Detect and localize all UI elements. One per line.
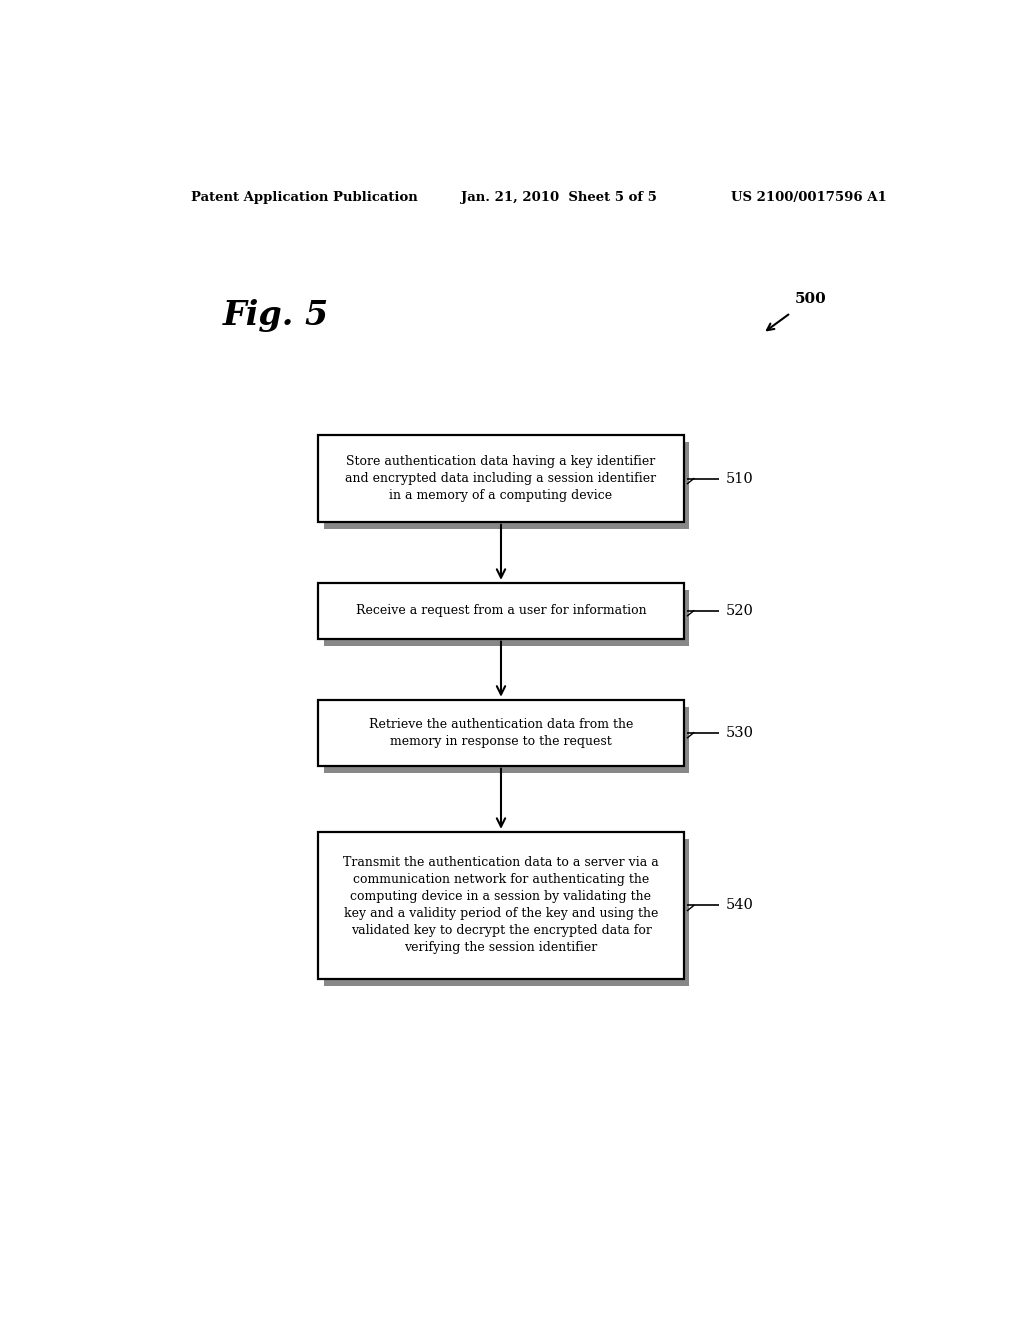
Text: 520: 520 xyxy=(726,603,754,618)
Bar xyxy=(324,590,689,645)
Text: Retrieve the authentication data from the
memory in response to the request: Retrieve the authentication data from th… xyxy=(369,718,633,747)
Bar xyxy=(318,436,684,521)
Text: Fig. 5: Fig. 5 xyxy=(223,300,330,333)
Text: Jan. 21, 2010  Sheet 5 of 5: Jan. 21, 2010 Sheet 5 of 5 xyxy=(461,190,657,203)
Text: Store authentication data having a key identifier
and encrypted data including a: Store authentication data having a key i… xyxy=(345,455,656,502)
Text: Patent Application Publication: Patent Application Publication xyxy=(191,190,418,203)
Bar xyxy=(324,706,689,772)
Text: US 2100/0017596 A1: US 2100/0017596 A1 xyxy=(731,190,887,203)
Text: 500: 500 xyxy=(795,292,826,306)
Bar xyxy=(318,832,684,979)
Text: 510: 510 xyxy=(726,471,754,486)
Text: 530: 530 xyxy=(726,726,754,739)
Bar xyxy=(324,442,689,529)
Text: Receive a request from a user for information: Receive a request from a user for inform… xyxy=(355,605,646,618)
Bar xyxy=(318,700,684,766)
Bar xyxy=(318,582,684,639)
Text: 540: 540 xyxy=(726,899,754,912)
Bar xyxy=(324,840,689,986)
Text: Transmit the authentication data to a server via a
communication network for aut: Transmit the authentication data to a se… xyxy=(343,857,658,954)
